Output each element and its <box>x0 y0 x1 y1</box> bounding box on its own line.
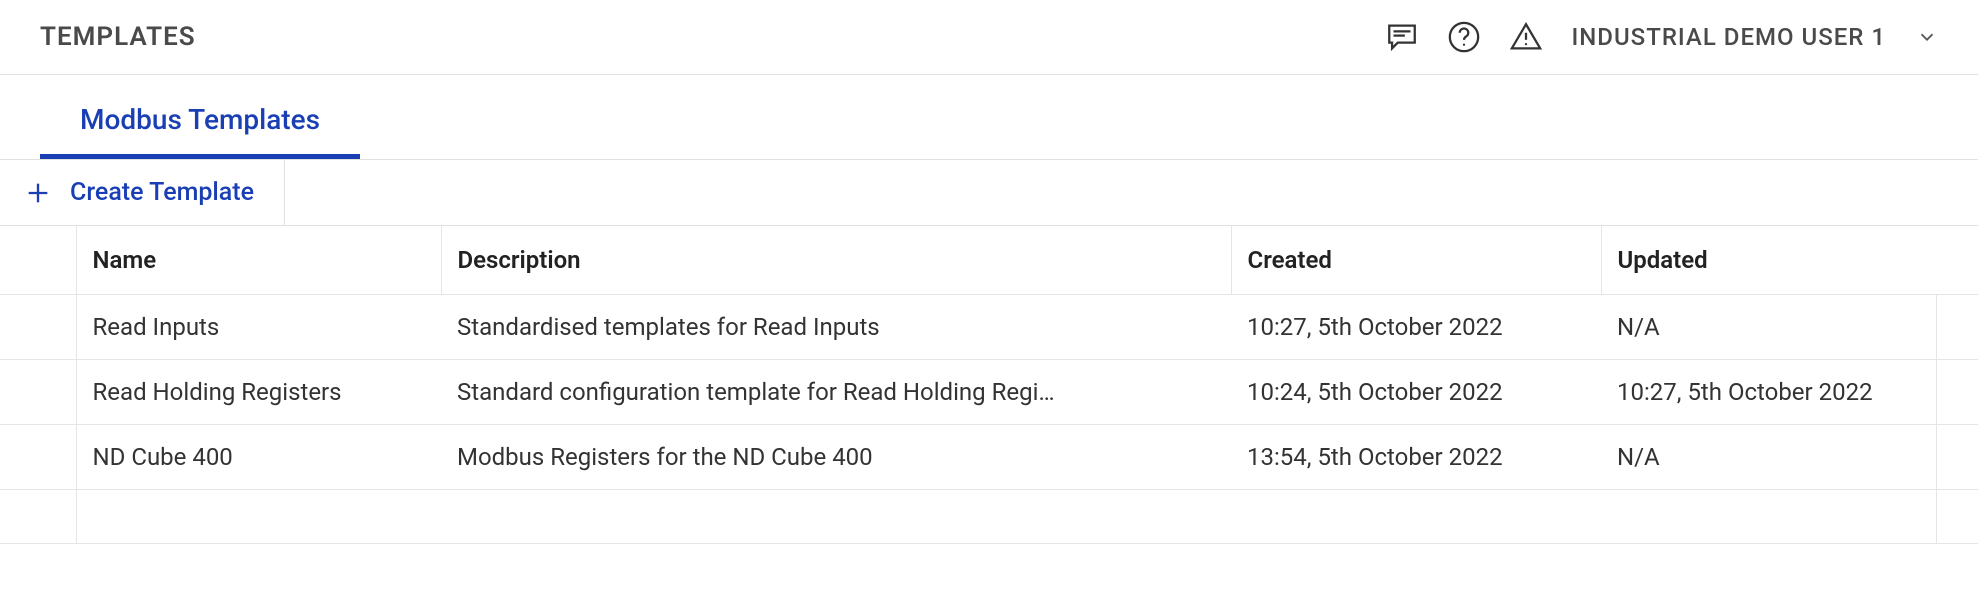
create-template-label: Create Template <box>70 178 254 207</box>
topbar-right: INDUSTRIAL DEMO USER 1 <box>1385 20 1938 54</box>
cell-spacer <box>1936 360 1978 425</box>
table-row[interactable]: Read Holding Registers Standard configur… <box>0 360 1978 425</box>
tab-modbus-templates[interactable]: Modbus Templates <box>40 75 360 159</box>
cell-spacer <box>1936 425 1978 490</box>
chevron-down-icon <box>1916 26 1938 48</box>
cell-created: 10:24, 5th October 2022 <box>1231 360 1601 425</box>
cell-name: Read Holding Registers <box>76 360 441 425</box>
table-empty-row <box>0 490 1978 544</box>
action-bar: Create Template <box>0 159 1978 226</box>
cell-spacer <box>0 295 76 360</box>
page-title: TEMPLATES <box>40 22 196 52</box>
table-header-row: Name Description Created Updated <box>0 226 1978 295</box>
cell-updated: N/A <box>1601 425 1936 490</box>
templates-table: Name Description Created Updated Read In… <box>0 226 1978 544</box>
cell-description: Standardised templates for Read Inputs <box>441 295 1231 360</box>
table-row[interactable]: ND Cube 400 Modbus Registers for the ND … <box>0 425 1978 490</box>
help-icon[interactable] <box>1447 20 1481 54</box>
cell-created: 10:27, 5th October 2022 <box>1231 295 1601 360</box>
cell-spacer <box>0 425 76 490</box>
tabs: Modbus Templates <box>0 75 1978 159</box>
cell-description: Standard configuration template for Read… <box>441 360 1231 425</box>
cell-spacer <box>1936 295 1978 360</box>
header-created[interactable]: Created <box>1231 226 1601 295</box>
header-spacer <box>1936 226 1978 295</box>
warning-icon[interactable] <box>1509 20 1543 54</box>
cell-updated: N/A <box>1601 295 1936 360</box>
create-template-button[interactable]: Create Template <box>0 160 285 225</box>
cell-spacer <box>0 360 76 425</box>
header-description[interactable]: Description <box>441 226 1231 295</box>
chat-icon[interactable] <box>1385 20 1419 54</box>
table-row[interactable]: Read Inputs Standardised templates for R… <box>0 295 1978 360</box>
header-name[interactable]: Name <box>76 226 441 295</box>
header-spacer <box>0 226 76 295</box>
cell-description: Modbus Registers for the ND Cube 400 <box>441 425 1231 490</box>
header-updated[interactable]: Updated <box>1601 226 1936 295</box>
plus-icon <box>24 179 52 207</box>
user-menu[interactable]: INDUSTRIAL DEMO USER 1 <box>1571 23 1938 51</box>
user-label: INDUSTRIAL DEMO USER 1 <box>1571 23 1886 51</box>
cell-created: 13:54, 5th October 2022 <box>1231 425 1601 490</box>
topbar: TEMPLATES INDUSTRIAL DEMO USER 1 <box>0 0 1978 75</box>
cell-name: Read Inputs <box>76 295 441 360</box>
cell-updated: 10:27, 5th October 2022 <box>1601 360 1936 425</box>
cell-name: ND Cube 400 <box>76 425 441 490</box>
